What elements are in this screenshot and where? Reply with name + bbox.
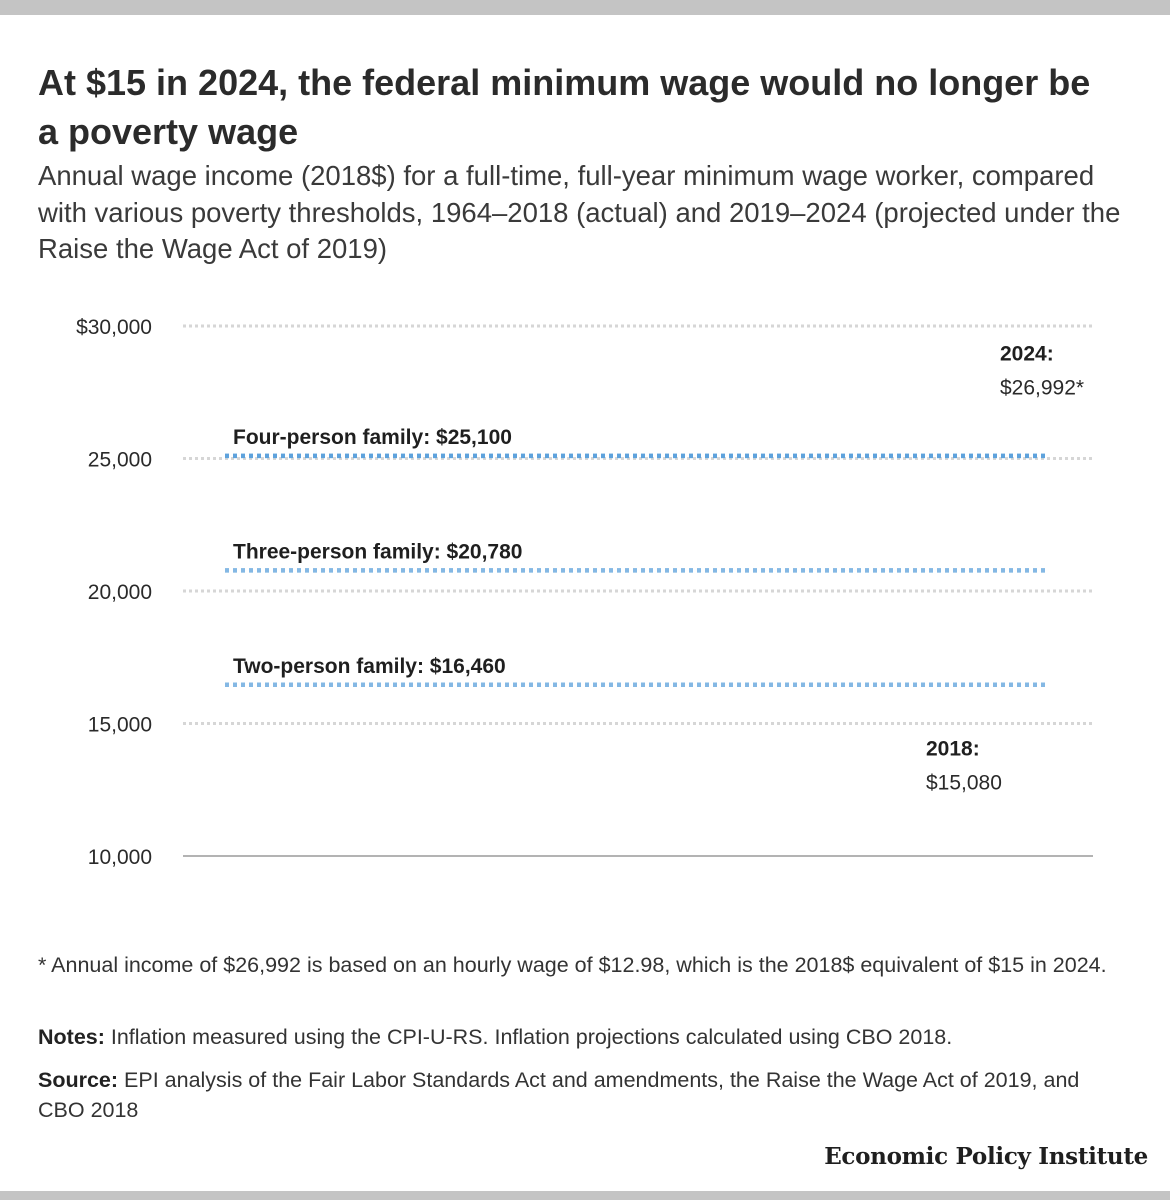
source: Source: EPI analysis of the Fair Labor S… xyxy=(38,1065,1128,1125)
annotation-value-label: $26,992* xyxy=(1000,377,1084,400)
bottom-border-bar xyxy=(0,1191,1170,1200)
y-tick-label: 15,000 xyxy=(88,714,152,737)
annotation-year-label: 2024: xyxy=(1000,343,1054,366)
notes-label: Notes: xyxy=(38,1025,105,1049)
chart-subtitle: Annual wage income (2018$) for a full-ti… xyxy=(38,160,1121,264)
footnote: * Annual income of $26,992 is based on a… xyxy=(38,950,1128,980)
threshold-layer: Four-person family: $25,100 Three-person … xyxy=(225,426,1048,688)
source-label: Source: xyxy=(38,1068,119,1092)
annotation-value-label: $15,080 xyxy=(926,771,1002,794)
notes: Notes: Inflation measured using the CPI-… xyxy=(38,1022,1128,1052)
y-tick-label: $30,000 xyxy=(76,316,152,339)
y-tick-label: 25,000 xyxy=(88,449,152,472)
notes-text: Inflation measured using the CPI-U-RS. I… xyxy=(104,1025,953,1049)
brand-logo-text: Economic Policy Institute xyxy=(824,1143,1148,1170)
annotation-year-label: 2018: xyxy=(926,737,980,760)
chart-area: Four-person family: $25,100 Three-person … xyxy=(76,316,1093,869)
grid-layer xyxy=(183,324,1093,725)
top-border-bar xyxy=(0,0,1170,15)
footnote-text: * Annual income of $26,992 is based on a… xyxy=(38,953,1107,977)
axis-layer: 10,00015,00020,00025,000$30,000197019801… xyxy=(76,316,1093,869)
chart-title: At $15 in 2024, the federal minimum wage… xyxy=(38,62,1091,152)
y-tick-label: 20,000 xyxy=(88,581,152,604)
y-tick-label: 10,000 xyxy=(88,846,152,869)
threshold-label: Three-person family: $20,780 xyxy=(233,540,522,563)
threshold-label: Four-person family: $25,100 xyxy=(233,426,512,449)
threshold-label: Two-person family: $16,460 xyxy=(233,655,506,678)
annotation-layer: 2024: $26,992* 2018: $15,080 xyxy=(926,343,1084,795)
source-text: EPI analysis of the Fair Labor Standards… xyxy=(38,1068,1080,1122)
